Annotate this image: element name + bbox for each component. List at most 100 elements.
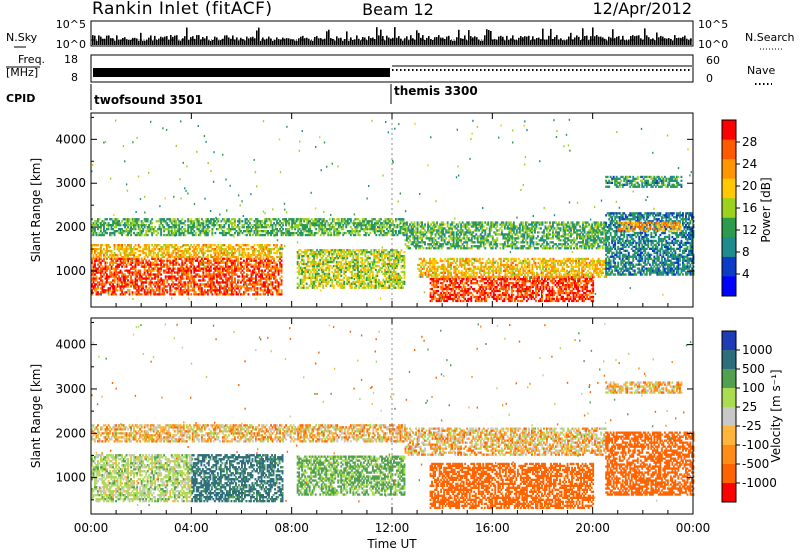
echo-cell <box>226 289 229 292</box>
echo-cell <box>193 277 196 280</box>
echo-cell <box>232 291 235 294</box>
echo-cell <box>211 248 214 251</box>
echo-cell <box>152 269 155 272</box>
echo-cell <box>342 220 345 223</box>
nsky-bar <box>534 39 536 45</box>
echo-cell <box>100 257 102 260</box>
echo-cell <box>155 259 158 262</box>
echo-cell <box>145 265 148 268</box>
echo-cell <box>119 244 122 247</box>
echo-cell <box>349 260 352 264</box>
echo-cell <box>402 270 404 274</box>
echo-cell <box>441 289 444 293</box>
echo-cell <box>268 248 271 251</box>
echo-cell <box>151 244 154 247</box>
echo-cell <box>155 273 158 276</box>
echo-cell <box>98 261 101 264</box>
echo-cell <box>134 293 137 296</box>
echo-cell <box>384 274 386 277</box>
echo-cell <box>259 277 262 280</box>
echo-cell <box>220 244 223 247</box>
echo-cell <box>246 289 248 292</box>
echo-cell <box>240 287 242 290</box>
echo-cell <box>224 248 227 251</box>
echo-cell <box>121 246 123 249</box>
echo-cell <box>267 255 269 259</box>
echo-cell <box>504 284 507 287</box>
echo-cell <box>157 293 160 296</box>
echo-cell <box>143 255 146 259</box>
echo-cell <box>525 291 528 295</box>
echo-cell <box>137 233 140 237</box>
echo-cell <box>452 284 455 287</box>
echo-cell <box>338 282 341 285</box>
echo-cell <box>169 289 172 292</box>
echo-cell <box>175 259 178 262</box>
echo-cell <box>434 280 436 283</box>
echo-cell <box>527 285 530 289</box>
echo-cell <box>143 265 146 268</box>
echo-cell <box>308 260 311 264</box>
echo-cell <box>482 280 485 283</box>
echo-cell <box>441 278 444 281</box>
echo-cell <box>121 230 123 233</box>
echo-cell <box>359 284 362 287</box>
echo-cell <box>91 293 93 296</box>
nsky-bar <box>220 40 222 45</box>
echo-cell <box>134 233 137 237</box>
echo-cell <box>344 251 347 254</box>
echo-cell <box>178 226 181 229</box>
echo-cell <box>301 266 304 270</box>
echo-cell <box>320 268 323 272</box>
echo-cell <box>155 265 158 268</box>
echo-cell <box>354 222 357 225</box>
echo-cell <box>321 228 324 231</box>
freq-strip-frame <box>90 54 694 83</box>
echo-cell <box>184 228 187 231</box>
echo-cell <box>161 251 164 255</box>
echo-cell <box>166 246 169 249</box>
echo-cell <box>224 253 227 257</box>
echo-cell <box>130 231 132 235</box>
echo-cell <box>359 274 362 277</box>
echo-cell <box>101 271 104 274</box>
echo-cell <box>203 279 206 282</box>
echo-cell <box>209 246 212 249</box>
echo-cell <box>320 270 323 274</box>
echo-cell <box>258 263 260 266</box>
echo-cell <box>322 264 325 268</box>
echo-cell <box>95 248 98 251</box>
echo-cell <box>350 258 353 262</box>
echo-cell <box>232 246 235 249</box>
echo-cell <box>240 220 242 223</box>
nsky-bar <box>628 39 630 45</box>
nsky-bar <box>140 32 142 45</box>
echo-cell <box>215 261 218 264</box>
echo-cell <box>127 224 129 227</box>
echo-cell <box>181 275 184 278</box>
echo-cell <box>100 293 102 296</box>
echo-cell <box>187 249 190 253</box>
echo-cell <box>173 275 176 278</box>
echo-cell <box>133 267 135 270</box>
nsky-bar <box>656 32 658 45</box>
echo-cell <box>112 259 114 262</box>
echo-cell <box>311 280 314 283</box>
echo-cell <box>393 226 396 229</box>
echo-cell <box>464 289 467 293</box>
echo-cell <box>515 289 518 293</box>
echo-cell <box>179 293 182 296</box>
echo-cell <box>124 259 126 262</box>
echo-cell <box>282 224 284 227</box>
echo-cell <box>274 281 277 284</box>
nsky-bar <box>294 40 296 45</box>
echo-cell <box>188 253 191 257</box>
nsky-bar <box>126 39 128 45</box>
echo-cell <box>400 258 403 262</box>
echo-cell <box>136 285 139 288</box>
echo-cell <box>506 280 509 283</box>
echo-cell <box>125 218 128 221</box>
echo-cell <box>100 251 102 255</box>
echo-cell <box>127 271 129 274</box>
echo-cell <box>98 248 101 251</box>
